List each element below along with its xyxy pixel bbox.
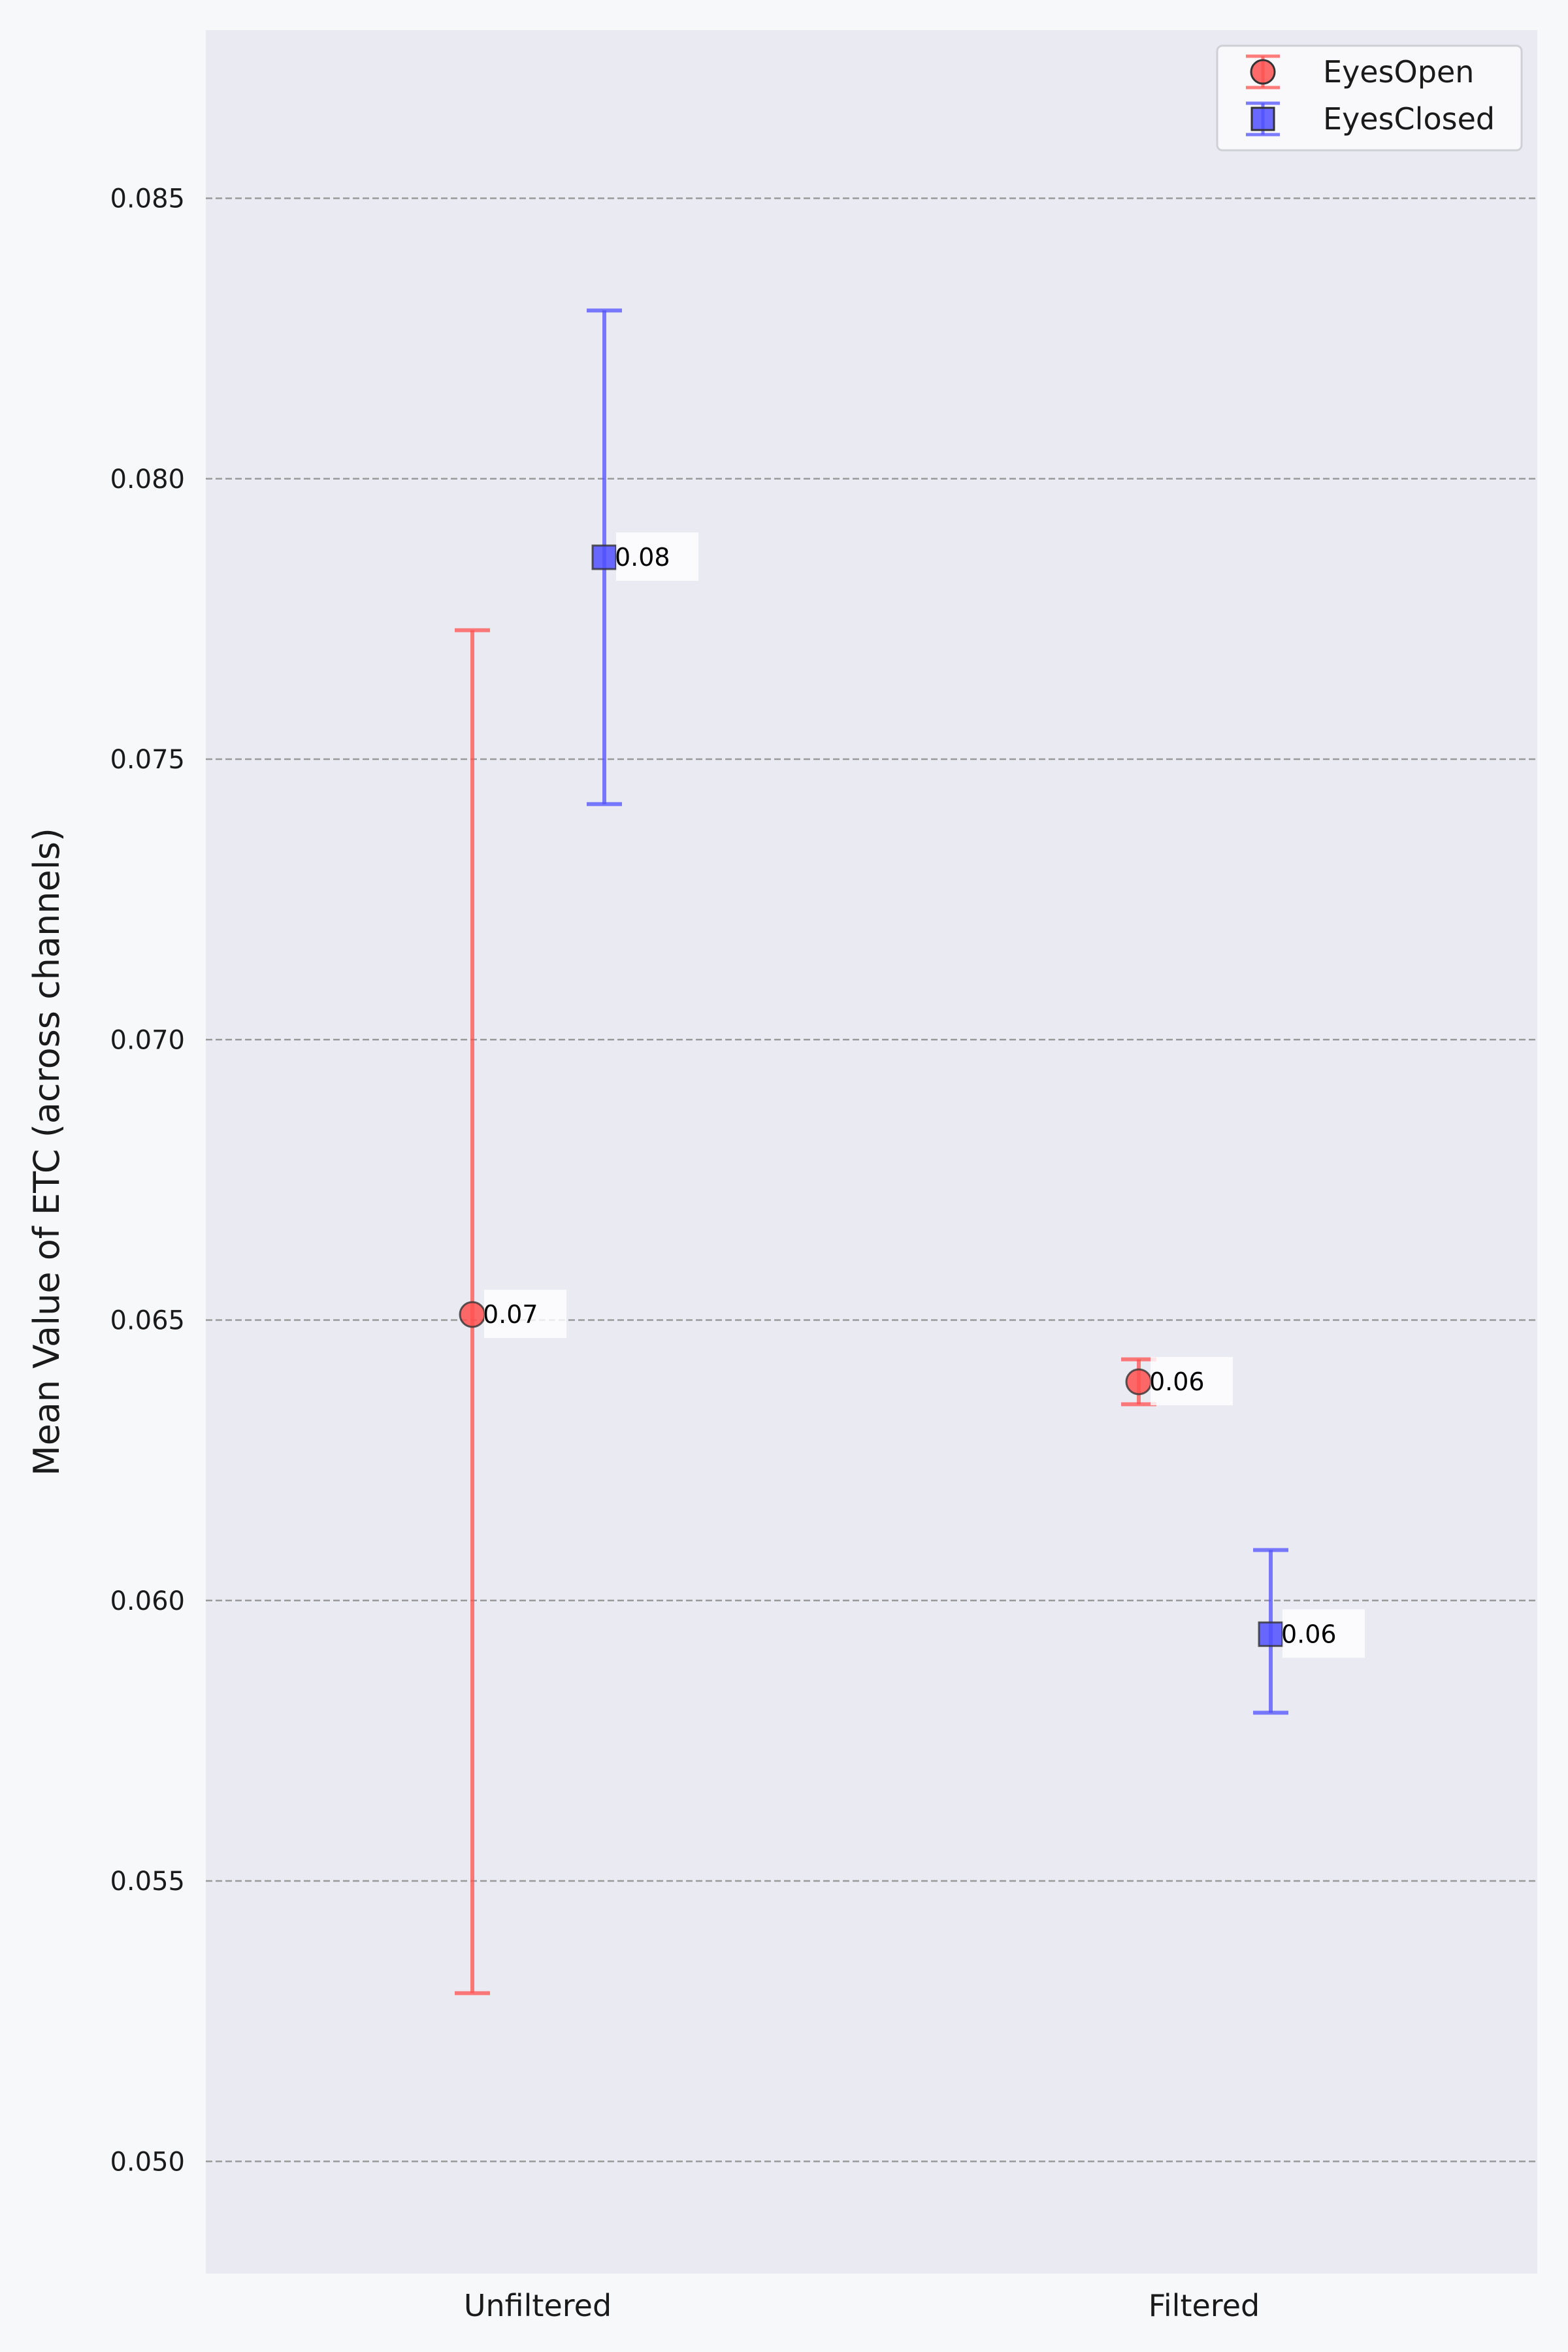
data-label-box [1151,1356,1233,1405]
data-point [1125,1368,1152,1396]
gridlines [206,197,1537,2163]
y-tick-label: 0.060 [110,1586,185,1616]
y-axis-label: Mean Value of ETC (across channels) [26,828,67,1476]
data-point [1258,1621,1284,1647]
y-tick-label: 0.055 [110,1867,185,1897]
data-label: 0.08 [615,543,670,572]
y-tick-label: 0.075 [110,745,185,775]
series-eyesclosed: 0.08 0.06 [587,308,1365,1715]
x-tick-labels: Unfiltered Filtered [464,2288,1260,2323]
data-label: 0.06 [1281,1620,1337,1648]
data-series: 0.07 0.06 0.08 0.06 [455,308,1365,1995]
y-tick-label: 0.070 [110,1025,185,1055]
legend-entry-eyesopen: EyesOpen [1246,54,1474,90]
data-point [591,544,617,570]
y-tick-labels: 0.050 0.055 0.060 0.065 0.070 0.075 0.080 0.085 [110,184,185,2178]
y-tick-label: 0.080 [110,465,185,495]
legend-label: EyesClosed [1323,101,1495,137]
data-label-box [484,1289,566,1338]
legend-label: EyesOpen [1323,54,1474,90]
series-eyesopen: 0.07 0.06 [455,628,1233,1995]
x-tick-label: Filtered [1149,2288,1260,2323]
legend-marker [1250,106,1275,131]
data-point [459,1301,486,1328]
plot-area [206,30,1537,2274]
y-tick-label: 0.085 [110,184,185,214]
legend-box [1216,44,1523,152]
legend-marker [1250,59,1276,85]
data-label: 0.06 [1149,1367,1205,1396]
x-tick-label: Unfiltered [464,2288,612,2323]
data-label: 0.07 [483,1300,538,1329]
legend: EyesOpen EyesClosed [1216,44,1523,152]
y-tick-label: 0.050 [110,2147,185,2177]
legend-entry-eyesclosed: EyesClosed [1246,101,1495,137]
y-tick-label: 0.065 [110,1306,185,1336]
data-label-box [616,532,698,581]
data-label-box [1282,1609,1365,1658]
